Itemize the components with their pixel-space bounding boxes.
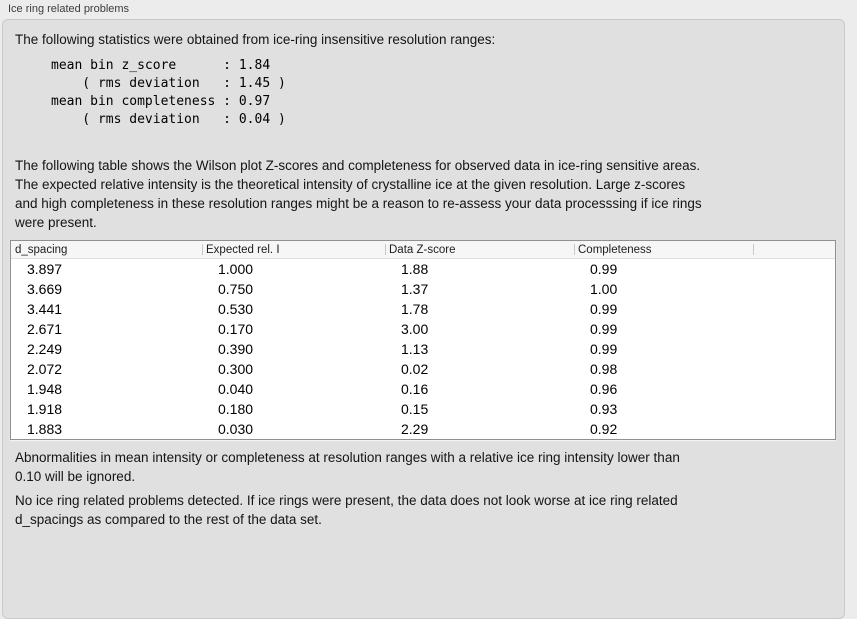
table-cell: 0.040 [218, 381, 254, 397]
column-header-label: Expected rel. I [206, 243, 280, 256]
table-row[interactable]: 3.897 1.000 1.88 0.99 [11, 259, 835, 279]
table-cell: 3.897 [27, 261, 63, 277]
table-cell: 1.78 [401, 301, 429, 317]
table-cell: 0.180 [218, 401, 254, 417]
column-header-completeness[interactable]: Completeness [574, 241, 753, 258]
table-cell: 0.390 [218, 341, 254, 357]
table-cell: 3.669 [27, 281, 63, 297]
column-header-data-z-score[interactable]: Data Z-score [385, 241, 574, 258]
table-cell: 1.918 [27, 401, 63, 417]
panel-title: Ice ring related problems [8, 3, 130, 15]
table-cell: 1.13 [401, 341, 429, 357]
table-cell: 0.99 [590, 341, 618, 357]
table-cell: 0.96 [590, 381, 618, 397]
table-row[interactable]: 3.441 0.530 1.78 0.99 [11, 299, 835, 319]
table-row[interactable]: 1.883 0.030 2.29 0.92 [11, 419, 835, 439]
table-row[interactable]: 2.671 0.170 3.00 0.99 [11, 319, 835, 339]
table-cell: 0.030 [218, 421, 254, 437]
table-cell: 2.249 [27, 341, 63, 357]
table-cell: 0.99 [590, 301, 618, 317]
table-cell: 1.37 [401, 281, 429, 297]
result-note-text: No ice ring related problems detected. I… [15, 493, 678, 527]
table-cell: 1.883 [27, 421, 63, 437]
table-cell: 0.99 [590, 261, 618, 277]
column-header-expected-rel-i[interactable]: Expected rel. I [202, 241, 385, 258]
table-row[interactable]: 2.072 0.300 0.02 0.98 [11, 359, 835, 379]
column-header-label: Completeness [578, 243, 652, 256]
table-cell: 0.16 [401, 381, 429, 397]
table-cell: 0.300 [218, 361, 254, 377]
table-cell: 0.15 [401, 401, 429, 417]
stats-mono-block: mean bin z_score : 1.84 ( rms deviation … [51, 58, 286, 127]
column-header-label: Data Z-score [389, 243, 456, 256]
table-cell: 0.99 [590, 321, 618, 337]
table-cell: 2.671 [27, 321, 63, 337]
table-body: 3.897 1.000 1.88 0.99 3.669 0.750 1.37 1.00 3.44… [11, 259, 835, 439]
table-cell: 0.530 [218, 301, 254, 317]
table-cell: 0.750 [218, 281, 254, 297]
table-cell: 3.00 [401, 321, 429, 337]
table-header-row: d_spacing Expected rel. I Data Z-score Comp… [11, 241, 835, 259]
table-row[interactable]: 3.669 0.750 1.37 1.00 [11, 279, 835, 299]
table-cell: 0.98 [590, 361, 618, 377]
ice-ring-panel: { "panel": { "title": "Ice ring related … [2, 3, 845, 619]
table-cell: 1.948 [27, 381, 63, 397]
column-header-empty [753, 241, 835, 258]
table-cell: 0.02 [401, 361, 429, 377]
table-intro-text: The following table shows the Wilson plo… [15, 158, 702, 230]
table-row[interactable]: 1.948 0.040 0.16 0.96 [11, 379, 835, 399]
ignore-note-text: Abnormalities in mean intensity or compl… [15, 450, 680, 484]
column-header-label: d_spacing [15, 243, 68, 256]
table-cell: 2.29 [401, 421, 429, 437]
ice-ring-table: d_spacing Expected rel. I Data Z-score Comp… [10, 240, 836, 440]
table-cell: 0.170 [218, 321, 254, 337]
ice-ring-groupbox: The following statistics were obtained f… [2, 19, 845, 619]
table-cell: 3.441 [27, 301, 63, 317]
table-cell: 0.92 [590, 421, 618, 437]
table-cell: 1.88 [401, 261, 429, 277]
table-cell: 1.00 [590, 281, 618, 297]
column-header-d-spacing[interactable]: d_spacing [11, 241, 202, 258]
table-cell: 2.072 [27, 361, 63, 377]
table-row[interactable]: 1.918 0.180 0.15 0.93 [11, 399, 835, 419]
stats-intro-text: The following statistics were obtained f… [15, 32, 496, 47]
table-row[interactable]: 2.249 0.390 1.13 0.99 [11, 339, 835, 359]
table-cell: 1.000 [218, 261, 254, 277]
table-cell: 0.93 [590, 401, 618, 417]
